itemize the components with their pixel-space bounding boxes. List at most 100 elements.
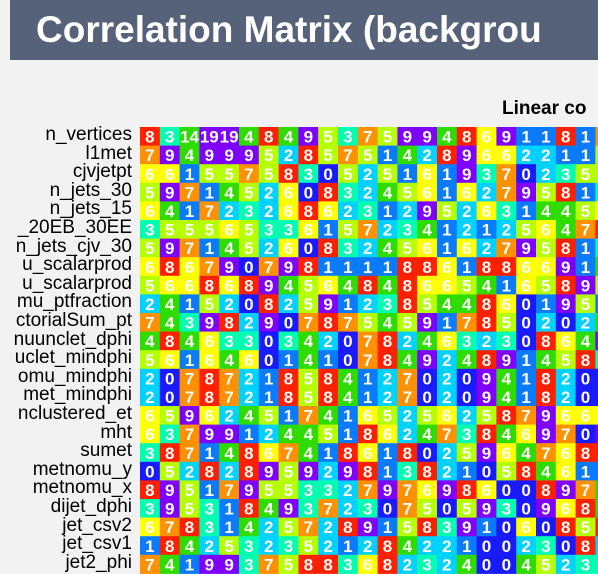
heatmap-cell [575, 238, 596, 258]
heatmap-cell [239, 350, 260, 370]
heatmap-cell [219, 275, 240, 295]
cell-value: 1 [205, 183, 214, 202]
cell-value: 1 [264, 369, 273, 388]
heatmap-cell [456, 480, 478, 500]
heatmap-cell [318, 182, 339, 202]
cell-value: 7 [304, 407, 313, 426]
heatmap-cell [456, 294, 478, 314]
heatmap-cell [298, 554, 319, 574]
cell-value: 5 [304, 295, 313, 314]
row-label: n_jets_cjv_30 [15, 235, 132, 257]
cell-value: 2 [383, 369, 392, 388]
cell-value: 6 [284, 239, 293, 258]
cell-value: 8 [383, 555, 392, 574]
heatmap-cell [199, 499, 220, 519]
heatmap-cell [437, 554, 458, 574]
cell-value: 6 [165, 165, 174, 184]
heatmap-cell [298, 387, 319, 407]
cell-value: 0 [264, 351, 273, 370]
heatmap-cell [417, 220, 438, 240]
cell-value: 8 [165, 444, 174, 463]
cell-value: 3 [343, 555, 352, 574]
cell-value: 6 [145, 202, 154, 221]
heatmap-cell [437, 127, 458, 147]
cell-value: 6 [561, 462, 570, 481]
heatmap-cell [377, 536, 398, 556]
cell-value: 6 [224, 276, 233, 295]
cell-value: 0 [462, 388, 471, 407]
cell-value: 4 [521, 444, 531, 463]
heatmap-cell [575, 331, 596, 351]
cell-value: 3 [502, 202, 511, 221]
heatmap-cell [377, 387, 398, 407]
heatmap-cell [338, 220, 359, 240]
cell-value: 0 [561, 537, 570, 556]
cell-value: 5 [383, 407, 392, 426]
cell-value: 1 [383, 444, 392, 463]
heatmap-cell [496, 275, 517, 295]
cell-value: 2 [323, 537, 332, 556]
cell-value: 5 [581, 518, 590, 537]
heatmap-cell [199, 461, 220, 481]
cell-value: 4 [422, 221, 432, 240]
cell-value: 2 [284, 146, 293, 165]
heatmap-cell [239, 517, 260, 537]
cell-value: 1 [343, 537, 352, 556]
cell-value: 0 [561, 314, 570, 333]
heatmap-cell [397, 406, 418, 426]
cell-value: 2 [383, 221, 392, 240]
heatmap-cell [318, 127, 339, 147]
heatmap-cell [437, 238, 458, 258]
cell-value: 4 [224, 183, 234, 202]
cell-value: 2 [422, 537, 431, 556]
cell-value: 9 [224, 555, 233, 574]
heatmap-cell [595, 294, 598, 314]
cell-value: 2 [482, 183, 491, 202]
cell-value: 4 [442, 295, 452, 314]
cell-value: 4 [224, 444, 234, 463]
cell-value: 4 [422, 332, 432, 351]
cell-value: 6 [185, 276, 194, 295]
cell-value: 1 [581, 258, 590, 277]
cell-value: 1 [442, 183, 451, 202]
heatmap-cell [496, 554, 517, 574]
heatmap-cell [179, 220, 200, 240]
cell-value: 6 [502, 444, 511, 463]
heatmap-cell [437, 387, 458, 407]
heatmap-cell [318, 220, 339, 240]
cell-value: 7 [323, 500, 332, 519]
cell-value: 4 [323, 407, 333, 426]
heatmap-cell [298, 294, 319, 314]
heatmap-cell [516, 201, 537, 221]
cell-value: 2 [224, 462, 233, 481]
cell-value: 9 [422, 351, 431, 370]
cell-value: 0 [502, 518, 511, 537]
cell-value: 2 [323, 518, 332, 537]
heatmap-cell [476, 238, 497, 258]
heatmap-cell [278, 424, 299, 444]
cell-value: 9 [521, 239, 530, 258]
heatmap-cell [397, 145, 418, 165]
cell-value: 4 [502, 388, 512, 407]
heatmap-cell [476, 387, 497, 407]
heatmap-cell [179, 275, 200, 295]
heatmap-cell [179, 182, 200, 202]
cell-value: 0 [343, 351, 352, 370]
heatmap-cell [397, 238, 418, 258]
heatmap-cell [298, 127, 319, 147]
heatmap-cell [140, 164, 161, 184]
heatmap-cell [397, 350, 418, 370]
cell-value: 1 [343, 258, 352, 277]
heatmap-cell [536, 294, 557, 314]
cell-value: 6 [422, 276, 431, 295]
cell-value: 0 [165, 388, 174, 407]
cell-value: 3 [343, 183, 352, 202]
heatmap-cell [496, 201, 517, 221]
cell-value: 8 [462, 128, 471, 147]
heatmap-cell [536, 424, 557, 444]
chart-title: Correlation Matrix (backgrou [36, 9, 542, 50]
cell-value: 1 [442, 314, 451, 333]
heatmap-cell [219, 331, 240, 351]
cell-value: 9 [502, 128, 511, 147]
heatmap-cell [219, 127, 240, 147]
